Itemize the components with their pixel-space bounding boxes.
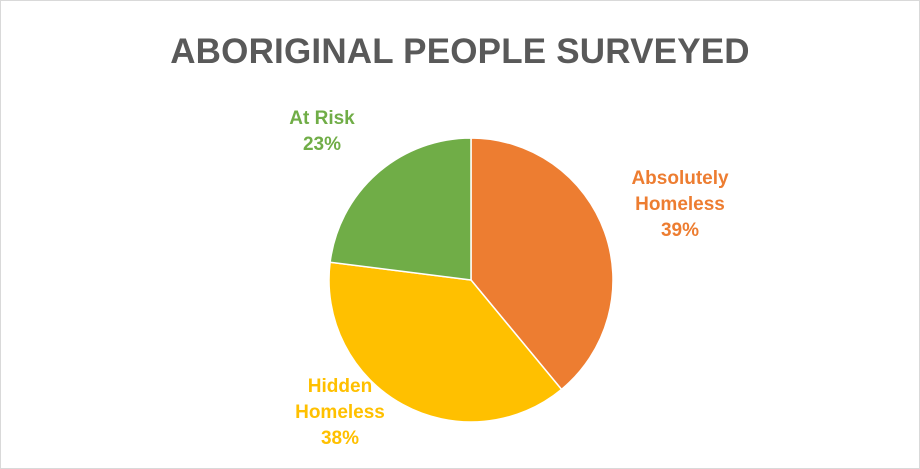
label-at-risk: At Risk 23% — [289, 108, 355, 155]
chart-title: ABORIGINAL PEOPLE SURVEYED — [170, 32, 750, 71]
slice-hidden-homeless — [328, 261, 563, 423]
slice-absolutely-homeless — [470, 137, 614, 391]
label-absolutely-homeless: Absolutely Homeless 39% — [631, 168, 729, 241]
label-hidden-homeless: Hidden Homeless 38% — [295, 376, 385, 449]
slice-at-risk — [329, 137, 472, 281]
